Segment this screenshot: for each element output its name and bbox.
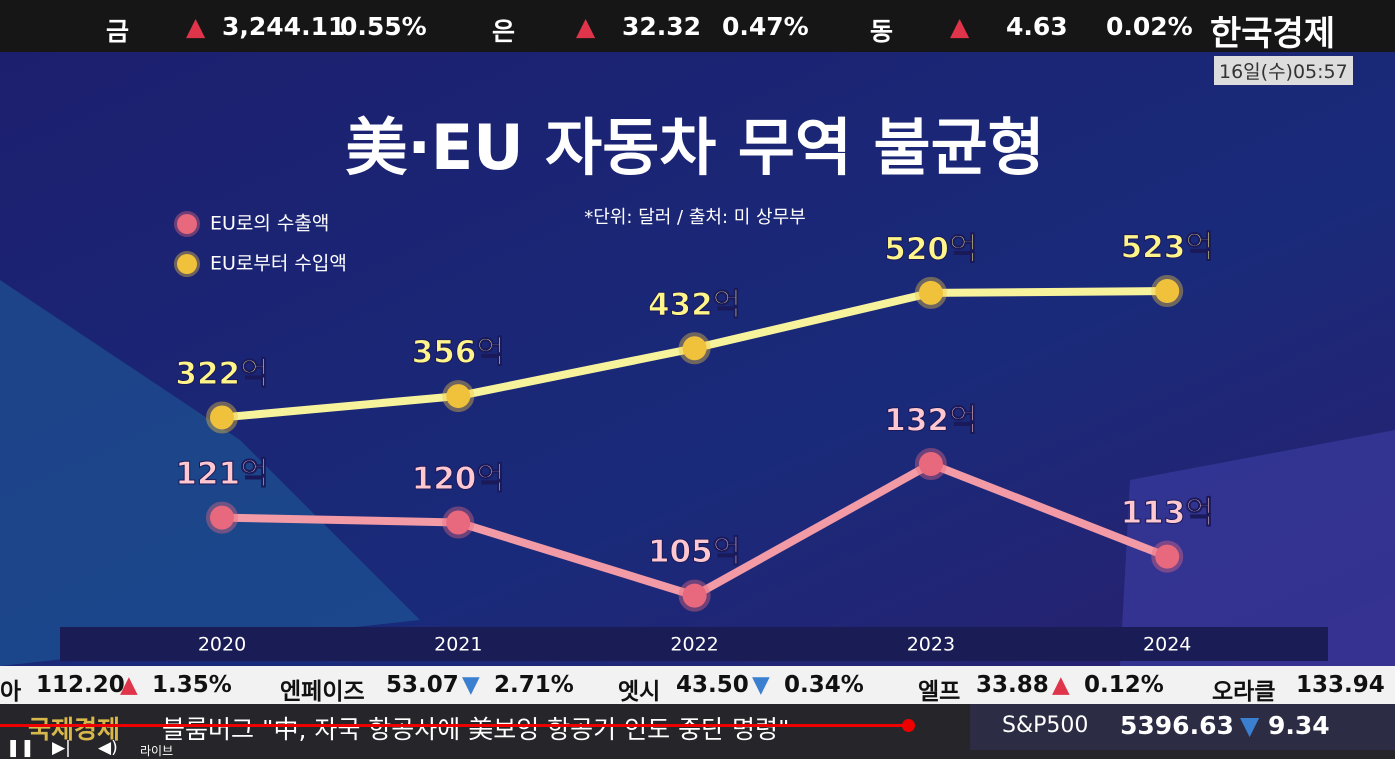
value-label: 105억	[648, 534, 741, 570]
index-box	[970, 704, 1395, 750]
news-bar: 국제경제 블룸버그 "中, 자국 항공사에 美보잉 항공기 인도 중단 명령" …	[0, 704, 1395, 759]
t: 오라클	[1212, 679, 1276, 705]
point	[442, 380, 475, 413]
legend-label: EU로부터 수입액	[210, 253, 347, 275]
t: 아	[0, 679, 22, 705]
t: 0.34%	[784, 672, 864, 698]
value-label: 120억	[412, 461, 505, 497]
up-icon: ▲	[1052, 672, 1070, 698]
next-button[interactable]: ▶|	[52, 738, 71, 758]
t: 1.35%	[152, 672, 232, 698]
up-icon: ▲	[186, 12, 206, 41]
index-name: S&P500	[1002, 713, 1089, 738]
up-icon: ▲	[950, 12, 970, 41]
index-value: 5396.63	[1120, 711, 1234, 740]
live-label: 라이브	[140, 744, 174, 758]
ticker-value: 32.32	[622, 12, 702, 41]
up-icon: ▲	[576, 12, 596, 41]
section: 국제경제	[28, 715, 121, 744]
x-tick-label: 2021	[434, 634, 482, 656]
t: 2.71%	[494, 672, 574, 698]
scrubber[interactable]	[902, 719, 915, 732]
value-label: 121억	[175, 456, 268, 492]
timestamp: 16일(수)05:57	[1214, 56, 1353, 85]
volume-button[interactable]: ◀)	[98, 738, 118, 758]
pause-button[interactable]: ❚❚	[6, 738, 35, 758]
point	[206, 401, 238, 434]
bottom-ticker: 아 112.20 ▲ 1.35% 엔페이즈 53.07 ▼ 2.71% 엣시 4…	[0, 666, 1395, 705]
chart: 美·EU 자동차 무역 불균형 *단위: 달러 / 출처: 미 상무부 2020…	[0, 52, 1395, 666]
value-label: 356억	[412, 335, 505, 371]
t: 엔페이즈	[280, 679, 365, 705]
point	[914, 276, 947, 309]
legend-label: EU로의 수출액	[210, 213, 329, 235]
ticker-name: 은	[492, 17, 516, 46]
ticker-value: 4.63	[1006, 12, 1068, 41]
subtitle: *단위: 달러 / 출처: 미 상무부	[584, 207, 805, 228]
value-label: 520억	[884, 231, 977, 267]
headline: 블룸버그 "中, 자국 항공사에 美보잉 항공기 인도 중단 명령"	[162, 715, 790, 744]
t: 112.20	[36, 672, 125, 698]
point	[1151, 275, 1184, 308]
value-label: 322억	[175, 356, 268, 392]
point	[678, 579, 711, 612]
x-axis-band	[60, 627, 1328, 661]
decor	[0, 280, 420, 666]
x-tick-label: 2024	[1143, 634, 1191, 656]
legend-marker	[174, 251, 200, 277]
ticker-change: 0.47%	[722, 12, 809, 41]
top-bar: 금 ▲ 3,244.11 0.55% 은 ▲ 32.32 0.47% 동 ▲ 4…	[0, 0, 1395, 54]
ticker-change: 0.02%	[1106, 12, 1193, 41]
value-label: 523억	[1121, 230, 1214, 266]
point	[678, 332, 711, 365]
point	[206, 501, 238, 534]
t: 133.94	[1296, 672, 1385, 698]
ticker-name: 동	[870, 17, 894, 46]
value-label: 132억	[884, 403, 977, 439]
legend-marker	[174, 211, 200, 237]
down-icon: ▼	[462, 672, 480, 698]
t: 0.12%	[1084, 672, 1164, 698]
ticker-change: 0.55%	[340, 12, 427, 41]
x-tick-label: 2023	[907, 634, 955, 656]
x-tick-label: 2022	[670, 634, 718, 656]
down-icon: ▼	[752, 672, 770, 698]
progress-bar	[0, 724, 910, 727]
point	[442, 506, 475, 539]
decor-buildings	[1120, 430, 1395, 666]
value-label: 113억	[1121, 495, 1214, 531]
ticker-value: 3,244.11	[222, 12, 346, 41]
value-label: 432억	[648, 287, 741, 323]
t: 엘프	[918, 679, 961, 705]
t: 엣시	[618, 679, 661, 705]
chart-title: 美·EU 자동차 무역 불균형	[345, 111, 1044, 184]
point	[1151, 540, 1184, 573]
t: 53.07	[386, 672, 459, 698]
t: 33.88	[976, 672, 1049, 698]
ticker-name: 금	[106, 17, 130, 46]
brand: 한국경제	[1210, 14, 1336, 54]
down-icon: ▼	[1240, 711, 1260, 740]
point	[914, 448, 947, 480]
t: 43.50	[676, 672, 749, 698]
x-tick-label: 2020	[198, 634, 246, 656]
index-change: 9.34	[1268, 711, 1330, 740]
up-icon: ▲	[120, 672, 138, 698]
